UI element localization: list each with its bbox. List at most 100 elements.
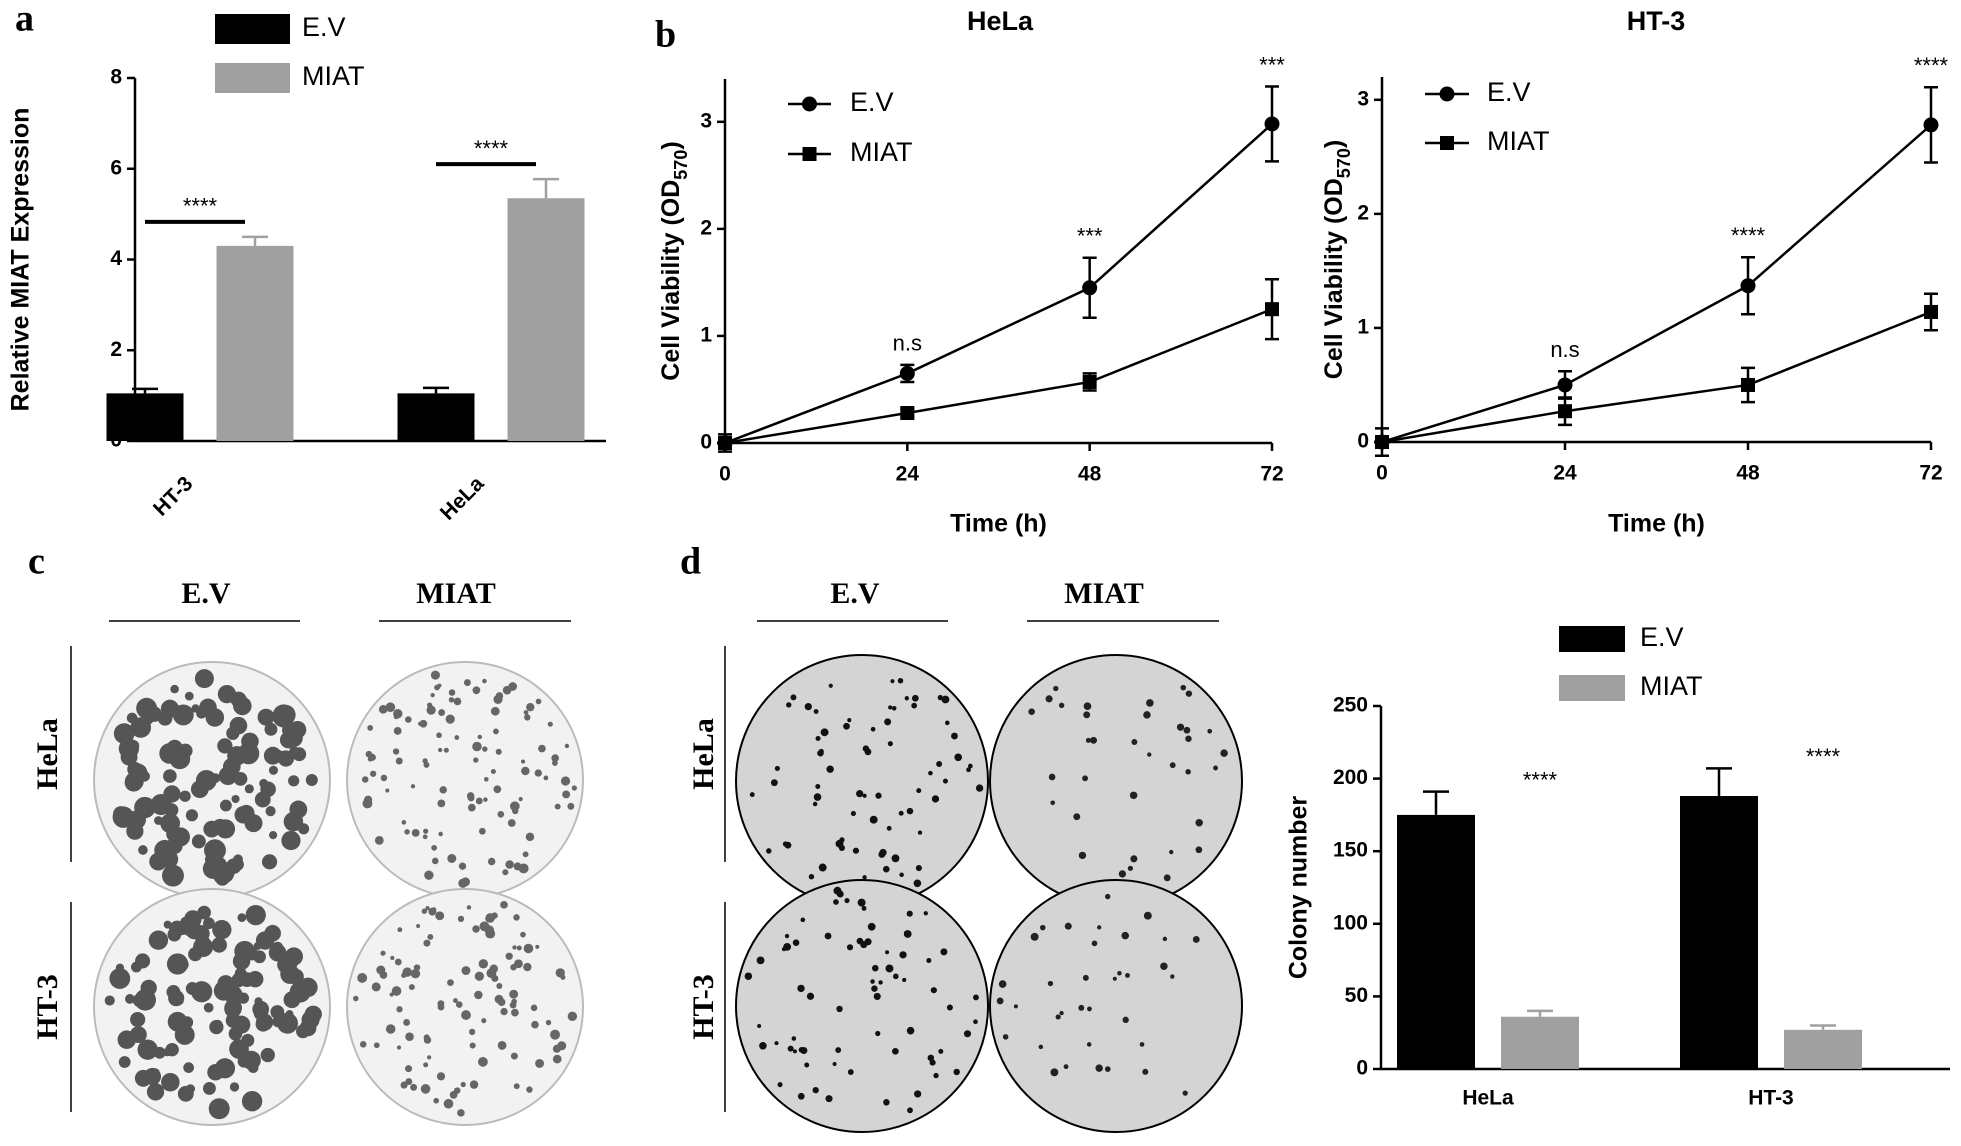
colony (1130, 855, 1138, 863)
colony (482, 746, 488, 752)
y-axis-label-part: 570 (1334, 148, 1354, 178)
colony (926, 958, 932, 964)
colony (240, 950, 251, 960)
colony (1183, 726, 1191, 734)
colony (241, 1090, 263, 1112)
colony (1050, 800, 1056, 806)
colony (162, 864, 184, 887)
colony (232, 1016, 247, 1031)
colony (800, 917, 806, 923)
colony (843, 722, 850, 730)
colony (510, 963, 517, 971)
colony (525, 832, 535, 842)
colony (513, 914, 520, 921)
colony (812, 1086, 819, 1094)
colony (850, 810, 856, 817)
colony (395, 757, 403, 765)
colony (130, 717, 152, 738)
colony (917, 830, 923, 835)
colony (393, 714, 399, 720)
colony (804, 703, 812, 711)
colony (1104, 1066, 1111, 1072)
colony (205, 708, 225, 727)
colony (438, 709, 446, 716)
colony (953, 1068, 960, 1076)
colony (1182, 1090, 1188, 1096)
colony (125, 994, 135, 1004)
colony (163, 785, 181, 803)
colony (1045, 695, 1053, 703)
colony (1195, 818, 1203, 827)
colony (174, 1024, 195, 1045)
colony (469, 1042, 476, 1049)
line (724, 308, 1273, 445)
colony (891, 705, 897, 711)
colony (163, 1047, 172, 1057)
colony (878, 980, 883, 985)
point (1740, 278, 1756, 294)
y-axis-label: Cell Viability (OD570) (657, 141, 691, 380)
colony (362, 798, 373, 809)
colony (185, 982, 199, 996)
colony (535, 944, 540, 949)
significance-label: **** (1523, 767, 1558, 792)
colony (530, 1004, 538, 1012)
colony (790, 694, 797, 701)
colony (448, 697, 455, 703)
bar (1397, 814, 1475, 1069)
significance-label: **** (474, 136, 509, 161)
colony (265, 806, 276, 817)
colony (875, 1030, 881, 1037)
colony (892, 1047, 899, 1055)
x-tick-label: 0 (1376, 462, 1388, 485)
colony (449, 1091, 458, 1099)
colony (154, 816, 163, 825)
colony (945, 720, 950, 726)
colony (185, 809, 199, 822)
colony (478, 1056, 488, 1067)
colony (518, 863, 529, 874)
colony (1118, 870, 1127, 878)
legend-label: E.V (302, 12, 346, 42)
plate (989, 654, 1243, 908)
colony (367, 756, 373, 762)
colony (911, 702, 918, 709)
colony (523, 710, 529, 715)
colony (505, 860, 514, 869)
colony (567, 802, 575, 810)
colony (404, 716, 412, 723)
colony (469, 1080, 479, 1089)
colony (260, 1047, 275, 1063)
colony (930, 987, 937, 994)
point (1923, 117, 1939, 133)
significance-label: n.s (893, 331, 922, 356)
colony (203, 917, 215, 930)
colony (447, 853, 457, 863)
colony (283, 811, 304, 832)
y-tick-label: 250 (1333, 694, 1368, 717)
colony (502, 869, 509, 876)
colony (560, 776, 571, 786)
x-tick-label: 0 (719, 463, 731, 486)
colony (280, 964, 300, 984)
colony (277, 750, 295, 767)
colony (211, 937, 227, 953)
colony (915, 864, 922, 872)
colony (1112, 976, 1117, 981)
colony (277, 1012, 299, 1034)
colony (385, 702, 396, 713)
colony (296, 1024, 310, 1039)
row-header: HT-3 (687, 974, 720, 1040)
colony (478, 827, 486, 835)
colony (526, 1086, 533, 1093)
colony (826, 765, 834, 773)
x-tick-label: HeLa (436, 472, 489, 525)
colony (797, 1092, 805, 1100)
x-tick-label: 72 (1919, 462, 1942, 485)
colony (203, 1002, 214, 1013)
colony (460, 1081, 466, 1088)
colony (1073, 813, 1081, 821)
colony (518, 797, 523, 802)
colony (836, 1005, 843, 1013)
colony (208, 1098, 230, 1120)
